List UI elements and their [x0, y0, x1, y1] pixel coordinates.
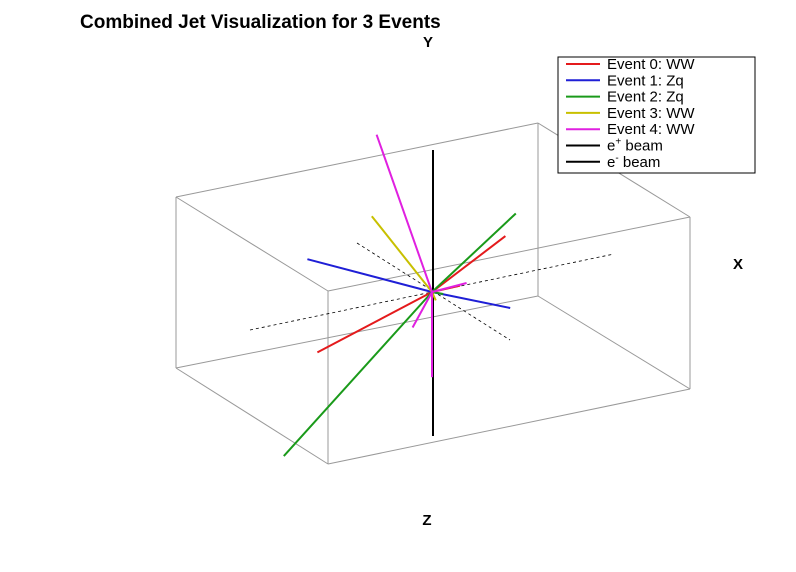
jet-line-event-4: [431, 282, 467, 293]
legend-label: Event 1: Zq: [607, 72, 684, 89]
legend-label: Event 0: WW: [607, 56, 695, 73]
legend-label: Event 2: Zq: [607, 89, 684, 106]
jet-line-event-0: [316, 291, 433, 354]
legend-label: e+ beam: [607, 137, 663, 155]
jet-line-event-4: [411, 291, 433, 328]
box-edge: [537, 295, 691, 390]
x-axis-label: X: [733, 256, 743, 273]
legend-label: Event 4: WW: [607, 121, 695, 138]
jet-line-event-3: [371, 215, 433, 293]
dashed-axis-x: [249, 253, 615, 331]
z-axis-label: Z: [422, 512, 431, 529]
box-edge: [327, 216, 691, 292]
box-edge: [175, 196, 329, 292]
jet-line-event-0: [431, 235, 507, 293]
jet-line-event-2: [431, 212, 517, 293]
jet-line-event-2: [283, 291, 433, 457]
jet-line-event-1: [431, 291, 511, 309]
jet-lines: [283, 134, 517, 457]
jet-line-event-1: [307, 258, 433, 293]
legend-frame: [557, 56, 756, 174]
legend-label: Event 3: WW: [607, 105, 695, 122]
bounding-box: [175, 122, 691, 465]
legend-label: e- beam: [607, 153, 660, 171]
box-edge: [175, 367, 329, 465]
jet-line-event-4: [375, 134, 433, 293]
box-edge: [327, 388, 691, 465]
chart-title: Combined Jet Visualization for 3 Events: [80, 12, 441, 33]
box-edge: [175, 122, 539, 198]
y-axis-label: Y: [423, 34, 433, 51]
